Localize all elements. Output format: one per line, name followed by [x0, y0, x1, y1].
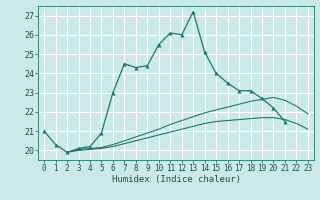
- X-axis label: Humidex (Indice chaleur): Humidex (Indice chaleur): [111, 175, 241, 184]
